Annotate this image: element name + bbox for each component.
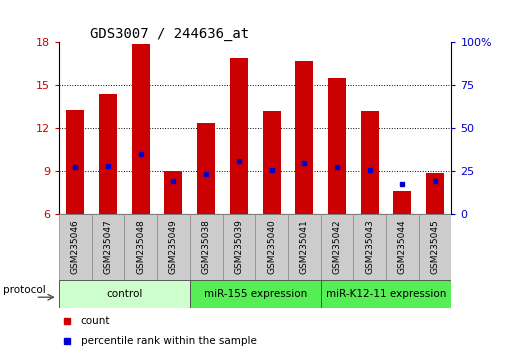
Bar [361,111,379,214]
Bar [419,214,451,280]
Bar [263,111,281,214]
Text: GSM235039: GSM235039 [234,219,243,274]
Bar [426,173,444,214]
Bar [230,58,248,214]
Bar [353,214,386,280]
Text: GSM235044: GSM235044 [398,219,407,274]
Text: GSM235040: GSM235040 [267,219,276,274]
Bar [190,280,321,308]
Text: GSM235046: GSM235046 [71,219,80,274]
Text: GSM235049: GSM235049 [169,219,178,274]
Bar [66,110,84,214]
Text: GSM235047: GSM235047 [104,219,112,274]
Bar [92,214,125,280]
Text: GSM235041: GSM235041 [300,219,309,274]
Text: control: control [106,289,143,299]
Bar [321,214,353,280]
Text: GSM235045: GSM235045 [430,219,440,274]
Text: GSM235038: GSM235038 [202,219,211,274]
Text: count: count [81,316,110,326]
Bar [295,61,313,214]
Text: GSM235042: GSM235042 [332,219,342,274]
Bar [132,44,150,214]
Bar [255,214,288,280]
Bar [393,191,411,214]
Text: protocol: protocol [3,285,46,296]
Bar [124,214,157,280]
Text: GSM235043: GSM235043 [365,219,374,274]
Bar [59,214,92,280]
Bar [328,78,346,214]
Bar [321,280,451,308]
Bar [223,214,255,280]
Bar [197,122,215,214]
Bar [99,94,117,214]
Bar [190,214,223,280]
Text: percentile rank within the sample: percentile rank within the sample [81,336,256,346]
Bar [157,214,190,280]
Bar [386,214,419,280]
Text: GSM235048: GSM235048 [136,219,145,274]
Text: GDS3007 / 244636_at: GDS3007 / 244636_at [90,28,249,41]
Text: miR-155 expression: miR-155 expression [204,289,307,299]
Bar [59,280,190,308]
Text: miR-K12-11 expression: miR-K12-11 expression [326,289,446,299]
Bar [288,214,321,280]
Bar [165,171,183,214]
